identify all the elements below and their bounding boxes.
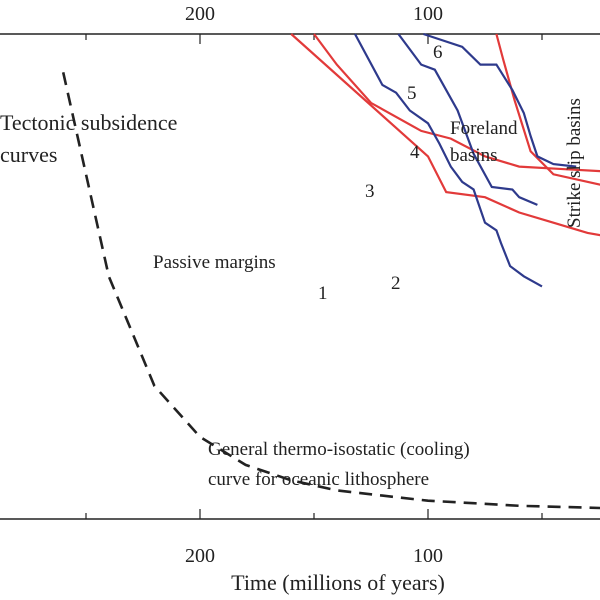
passive-curve-1-line — [290, 33, 600, 237]
tectonic-subsidence-label-line1: Tectonic subsidence — [0, 110, 177, 135]
cooling-curve-line — [61, 72, 600, 510]
curve-label-1: 1 — [318, 283, 328, 304]
top-tick-label-100: 100 — [413, 3, 443, 25]
tectonic-subsidence-label-line2: curves — [0, 142, 57, 167]
strike-slip-label: Strike slip basins — [564, 98, 585, 228]
foreland-curve-4-line — [354, 33, 543, 288]
curve-label-5: 5 — [407, 83, 417, 104]
passive-curve-2-line — [313, 33, 600, 173]
foreland-curve-6-line — [423, 32, 577, 168]
curve-label-6: 6 — [433, 42, 443, 63]
foreland-label-line2: basins — [450, 145, 498, 166]
curve-label-2: 2 — [391, 273, 401, 294]
axis-ticks — [85, 34, 543, 519]
curve-label-3: 3 — [365, 181, 375, 202]
foreland-curve-5-line — [397, 33, 538, 206]
thermo-isostatic-label-line1: General thermo-isostatic (cooling) — [208, 439, 470, 460]
series-layer — [61, 32, 600, 510]
bottom-tick-label-100: 100 — [413, 545, 443, 567]
passive-curve-3-line — [495, 33, 600, 186]
curve-label-4: 4 — [410, 142, 420, 163]
passive-margins-label: Passive margins — [153, 252, 276, 273]
thermo-isostatic-label-line2: curve for oceanic lithosphere — [208, 469, 429, 490]
bottom-tick-label-200: 200 — [185, 545, 215, 567]
top-tick-label-200: 200 — [185, 3, 215, 25]
x-axis-label: Time (millions of years) — [231, 570, 445, 595]
foreland-label-line1: Foreland — [450, 118, 518, 139]
